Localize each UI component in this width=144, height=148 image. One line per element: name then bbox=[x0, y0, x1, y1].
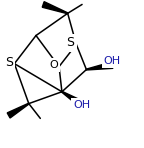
Polygon shape bbox=[62, 91, 82, 106]
Text: S: S bbox=[5, 56, 13, 69]
Text: S: S bbox=[67, 36, 75, 49]
Polygon shape bbox=[7, 103, 29, 118]
Polygon shape bbox=[86, 62, 113, 70]
Text: S: S bbox=[5, 56, 13, 69]
Text: O: O bbox=[49, 60, 58, 70]
Text: OH: OH bbox=[104, 56, 121, 66]
Text: OH: OH bbox=[74, 100, 91, 110]
Polygon shape bbox=[42, 2, 68, 14]
Text: O: O bbox=[49, 60, 58, 70]
Text: S: S bbox=[67, 36, 75, 49]
Text: OH: OH bbox=[104, 56, 121, 66]
Text: OH: OH bbox=[74, 100, 91, 110]
